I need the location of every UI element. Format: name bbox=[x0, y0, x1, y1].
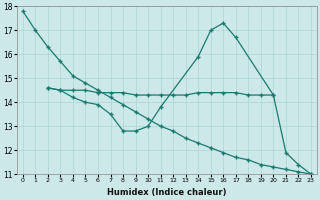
X-axis label: Humidex (Indice chaleur): Humidex (Indice chaleur) bbox=[107, 188, 227, 197]
